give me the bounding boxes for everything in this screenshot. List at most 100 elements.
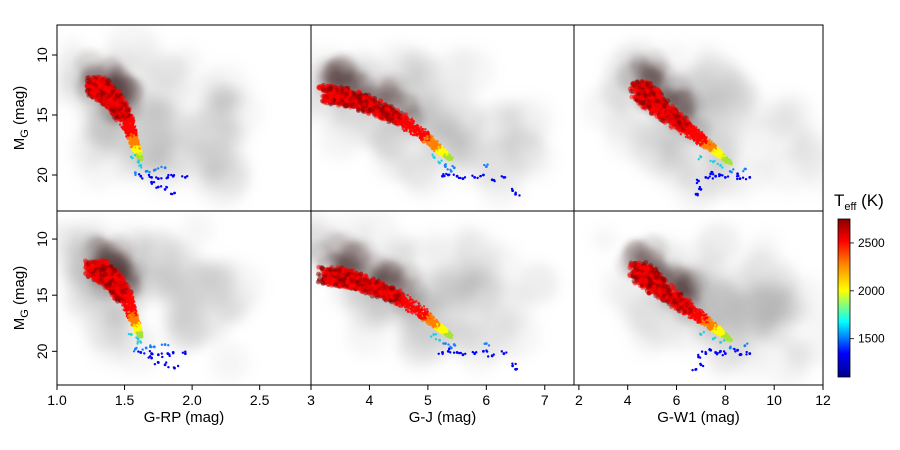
ridge-point <box>697 136 700 140</box>
ridge-point <box>129 135 132 139</box>
cool-point <box>479 175 482 178</box>
ridge-point <box>136 148 139 152</box>
ridge-point <box>403 120 406 124</box>
ridge-point <box>118 123 122 126</box>
ridge-point <box>642 104 647 110</box>
ridge-point <box>703 145 706 149</box>
ridge-point <box>628 88 634 94</box>
ridge-point <box>384 105 390 111</box>
ridge-point <box>409 132 413 136</box>
cool-point <box>448 173 451 176</box>
ridge-point <box>693 133 696 136</box>
ridge-point <box>723 154 727 158</box>
ridge-point <box>110 88 115 94</box>
ridge-point <box>92 78 98 83</box>
ridge-point <box>707 148 710 151</box>
ridge-point <box>132 149 135 152</box>
density-blob <box>125 37 166 78</box>
ridge-point <box>133 125 136 129</box>
panels <box>56 24 824 386</box>
ridge-point <box>707 145 711 148</box>
ridge-point <box>139 152 142 155</box>
density-halo <box>57 212 264 382</box>
density-core-blob <box>94 238 113 257</box>
ridge-point <box>133 145 136 148</box>
ridge-point <box>682 129 685 133</box>
ridge-point <box>135 152 139 156</box>
cool-point <box>165 177 168 180</box>
ridge-point <box>117 114 122 120</box>
cool-point <box>704 176 708 179</box>
ridge-point <box>717 148 720 152</box>
ridge-point <box>689 137 692 141</box>
ridge-point <box>133 128 136 131</box>
ridge-point <box>128 121 131 124</box>
cool-point <box>736 172 739 176</box>
panel-0-2 <box>573 24 824 212</box>
cool-point <box>719 164 722 167</box>
ridge-point <box>441 152 444 156</box>
cool-point <box>744 177 748 181</box>
ridge-point <box>672 107 677 113</box>
cool-point <box>139 174 143 178</box>
cool-point <box>163 188 167 191</box>
cool-point <box>518 194 521 197</box>
cool-point <box>510 187 514 191</box>
ridge-point <box>673 122 679 128</box>
ridge-point <box>415 132 419 135</box>
ridge-point <box>136 146 139 149</box>
ridge-point <box>390 107 396 113</box>
ridge-point <box>714 149 718 153</box>
ridge-point <box>125 125 128 128</box>
ridge-point <box>410 130 413 133</box>
ridge-point <box>415 124 418 128</box>
ridge-point <box>425 133 429 136</box>
ridge-point <box>121 117 127 122</box>
panel-content <box>581 38 823 211</box>
ridge-point <box>134 133 138 137</box>
ridge-point <box>695 126 698 129</box>
cool-point <box>748 175 751 179</box>
ridge-points <box>82 257 144 339</box>
ridge-point <box>419 130 423 133</box>
ridge-point <box>130 129 134 132</box>
ridge-point <box>430 136 433 140</box>
ridge-point <box>366 108 371 114</box>
ridge-point <box>361 95 367 101</box>
ridge-point <box>443 151 446 154</box>
cool-point <box>160 177 163 180</box>
ridge-point <box>406 122 410 126</box>
cool-point <box>449 168 452 172</box>
density-blob <box>743 139 779 175</box>
ridge-point <box>121 113 127 119</box>
cool-point <box>695 178 699 181</box>
cool-point <box>150 182 154 185</box>
density-blob <box>208 90 239 121</box>
cool-point <box>490 178 494 182</box>
ridge-point <box>664 110 670 116</box>
ridge-point <box>397 119 400 122</box>
panel-content <box>57 25 263 210</box>
ridge-point <box>629 94 635 100</box>
ridge-point <box>127 126 131 130</box>
ridge-point <box>349 98 355 104</box>
ridge-point <box>635 79 641 85</box>
ridge-point <box>129 142 132 146</box>
ridge-point <box>96 94 102 99</box>
ridge-point <box>131 131 134 134</box>
density-blob <box>449 135 483 169</box>
ridge-point <box>127 141 131 144</box>
cool-point <box>137 161 140 164</box>
cool-point <box>173 191 176 195</box>
density-blob <box>150 266 183 299</box>
cool-point <box>186 174 189 178</box>
ridge-point <box>331 89 337 94</box>
ridge-point <box>653 103 659 109</box>
ridge-point <box>410 117 414 121</box>
ridge-point <box>662 104 668 109</box>
density-blob <box>605 115 651 161</box>
ridge-point <box>692 135 695 138</box>
ridge-point <box>400 121 404 125</box>
ridge-point <box>636 95 642 100</box>
